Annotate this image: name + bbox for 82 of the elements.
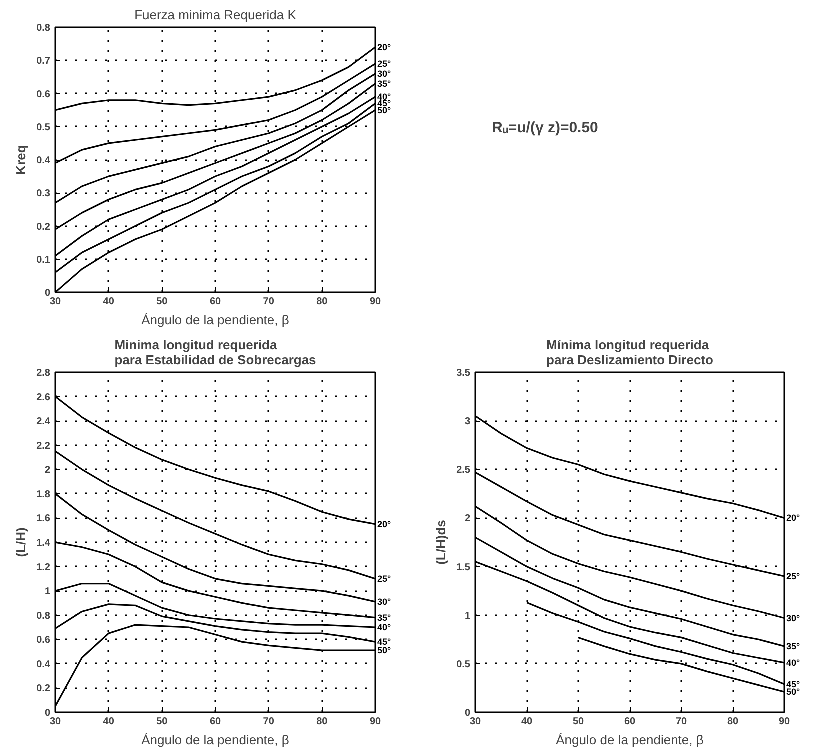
series-label: 40° xyxy=(378,622,392,632)
series-label: 20° xyxy=(786,513,801,524)
y-tick-label: 0.7 xyxy=(36,56,51,68)
x-tick-label: 80 xyxy=(316,716,328,728)
y-tick-label: 0 xyxy=(44,288,51,299)
y-tick-label: 0.5 xyxy=(456,659,471,670)
text: Rᵤ=u/(γ z)=0.50 xyxy=(492,120,598,137)
series-label: 25° xyxy=(378,574,392,584)
x-tick-label: 90 xyxy=(778,716,790,728)
series-label: 50° xyxy=(786,687,801,698)
y-tick-label: 1.6 xyxy=(36,514,51,525)
y-tick-label: 2.4 xyxy=(36,416,51,428)
x-tick-label: 60 xyxy=(210,296,222,308)
x-tick-label: 30 xyxy=(470,716,482,728)
y-tick-label: 0.6 xyxy=(36,89,51,100)
x-tick-label: 50 xyxy=(572,716,584,728)
y-tick-label: 0.3 xyxy=(36,188,51,200)
y-tick-label: 2.6 xyxy=(36,392,51,404)
series-label: 25° xyxy=(786,572,801,582)
y-tick-label: 2.5 xyxy=(456,465,471,476)
y-tick-label: 1 xyxy=(44,586,51,598)
x-tick-label: 40 xyxy=(103,716,115,728)
series-label: 35° xyxy=(378,78,392,89)
series-label: 50° xyxy=(378,646,392,656)
x-tick-label: 40 xyxy=(103,296,115,308)
series-label: 35° xyxy=(786,641,801,652)
y-tick-label: 0.5 xyxy=(36,122,51,134)
x-tick-label: 40 xyxy=(521,716,533,728)
y-tick-label: 0.1 xyxy=(36,254,51,266)
x-tick-label: 30 xyxy=(50,296,62,308)
y-tick-label: 0.2 xyxy=(36,222,51,233)
x-tick-label: 60 xyxy=(624,716,636,728)
series-label: 30° xyxy=(378,597,392,607)
y-tick-label: 0.4 xyxy=(36,156,51,166)
y-tick-label: 0.4 xyxy=(36,659,51,670)
y-tick-label: 0.8 xyxy=(36,610,51,622)
series-label: 20° xyxy=(378,42,392,52)
series-label: 40° xyxy=(786,658,801,668)
y-axis-title: (L/H) xyxy=(14,528,29,558)
x-tick-label: 90 xyxy=(370,296,382,308)
y-tick-label: 2 xyxy=(44,465,51,476)
series-label: 50° xyxy=(378,105,392,116)
y-tick-label: 2 xyxy=(464,514,471,525)
y-tick-label: 1 xyxy=(464,610,471,622)
y-tick-label: 0 xyxy=(464,708,471,719)
y-tick-label: 1.8 xyxy=(36,489,51,500)
y-axis-title: Kreq xyxy=(14,145,29,175)
y-tick-label: 0.2 xyxy=(36,684,51,695)
series-label: 20° xyxy=(378,519,392,530)
y-tick-label: 0.6 xyxy=(36,635,51,646)
series-label: 25° xyxy=(378,58,392,69)
chart-title: Minima longitud requerida para Estabilidad de Sobrecargas xyxy=(114,338,316,368)
x-tick-label: 50 xyxy=(156,716,168,728)
y-tick-label: 0 xyxy=(44,708,51,719)
y-axis-title: (L/H)ds xyxy=(434,520,449,565)
x-tick-label: 90 xyxy=(370,716,382,728)
x-tick-label: 60 xyxy=(210,716,222,728)
x-axis-title: Ángulo de la pendiente, β xyxy=(142,732,290,748)
y-tick-label: 1.4 xyxy=(36,538,51,549)
x-tick-label: 50 xyxy=(156,296,168,308)
x-tick-label: 80 xyxy=(727,716,739,728)
x-tick-label: 70 xyxy=(263,296,275,308)
series-label: 30° xyxy=(378,68,392,79)
chart-title: Fuerza minima Requerida K xyxy=(134,8,297,22)
y-tick-label: 3.5 xyxy=(456,368,471,379)
y-tick-label: 0.8 xyxy=(36,23,51,34)
x-tick-label: 70 xyxy=(263,716,275,728)
y-tick-label: 1.5 xyxy=(456,562,471,574)
x-axis-title: Ángulo de la pendiente, β xyxy=(142,312,290,328)
y-tick-label: 2.2 xyxy=(36,440,51,452)
series-label: 30° xyxy=(786,613,801,624)
series-label: 45° xyxy=(786,679,801,690)
series-label: 45° xyxy=(378,637,392,648)
y-tick-label: 1.2 xyxy=(36,562,51,574)
chart-title: Mínima longitud requerida para Deslizamiento Directo xyxy=(546,338,714,368)
x-tick-label: 30 xyxy=(50,716,62,728)
x-tick-label: 70 xyxy=(676,716,688,728)
x-axis-title: Ángulo de la pendiente, β xyxy=(556,732,704,748)
series-label: 35° xyxy=(378,612,392,623)
x-tick-label: 80 xyxy=(316,296,328,308)
y-tick-label: 3 xyxy=(464,416,471,428)
y-tick-label: 2.8 xyxy=(36,368,51,379)
